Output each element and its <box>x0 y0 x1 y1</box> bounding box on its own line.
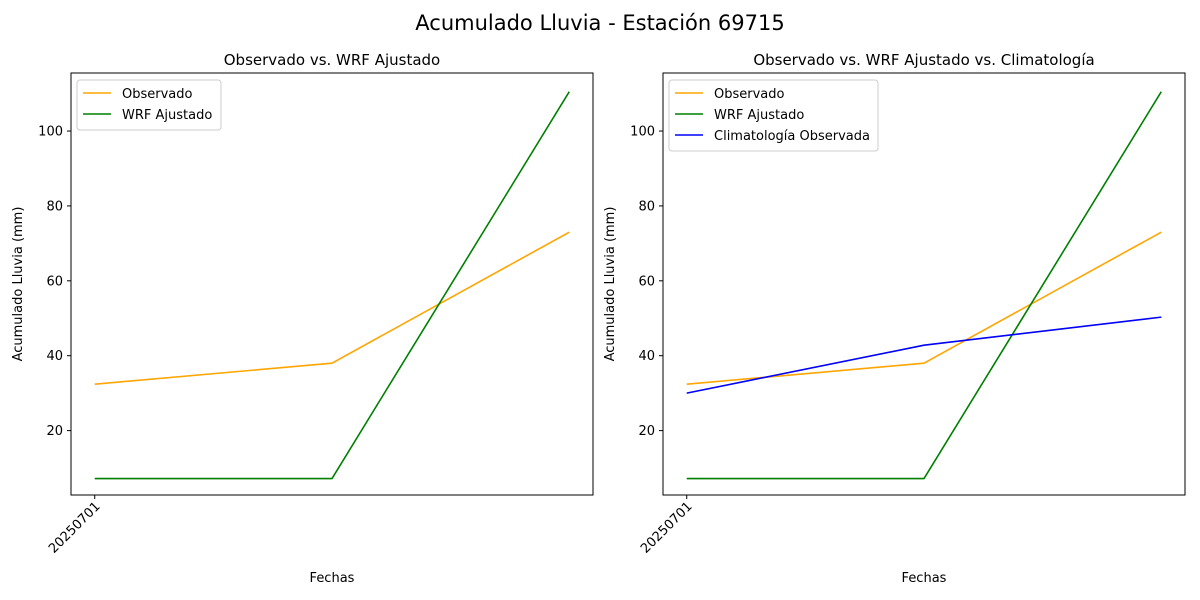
y-tick-label: 80 <box>46 199 63 214</box>
legend: Observado WRF Ajustado <box>76 79 222 131</box>
y-tick-label: 60 <box>638 274 655 289</box>
chart-title: Observado vs. WRF Ajustado <box>224 51 440 69</box>
series-line-2 <box>94 91 570 480</box>
legend-label: WRF Ajustado <box>714 108 804 123</box>
y-axis-label: Acumulado Lluvia (mm) <box>11 207 26 362</box>
x-axis-label: Fechas <box>310 571 355 586</box>
legend-label: WRF Ajustado <box>122 108 212 123</box>
y-tick-label: 100 <box>38 125 63 140</box>
legend-label: Climatología Observada <box>714 129 870 144</box>
series-line-3 <box>686 316 1162 394</box>
chart-title: Observado vs. WRF Ajustado vs. Climatolo… <box>753 51 1094 69</box>
x-axis-label: Fechas <box>902 571 947 586</box>
legend-label: Observado <box>714 87 785 102</box>
figure-suptitle: Acumulado Lluvia - Estación 69715 <box>415 11 784 35</box>
y-axis-label: Acumulado Lluvia (mm) <box>603 207 618 362</box>
y-tick-label: 20 <box>46 424 63 439</box>
plot-area-frame <box>662 72 1186 496</box>
legend-box <box>668 79 879 152</box>
legend: Observado WRF Ajustado Climatología Observ… <box>668 79 879 152</box>
y-tick-label: 80 <box>638 199 655 214</box>
plot-area-frame <box>70 72 594 496</box>
series-line-1 <box>94 231 570 385</box>
y-tick-label: 40 <box>46 349 63 364</box>
y-tick-label: 100 <box>630 125 655 140</box>
series-line-2 <box>686 91 1162 480</box>
legend-label: Observado <box>122 87 193 102</box>
y-tick-label: 20 <box>638 424 655 439</box>
y-tick-label: 60 <box>46 274 63 289</box>
y-tick-label: 40 <box>638 349 655 364</box>
legend-box <box>76 79 222 131</box>
